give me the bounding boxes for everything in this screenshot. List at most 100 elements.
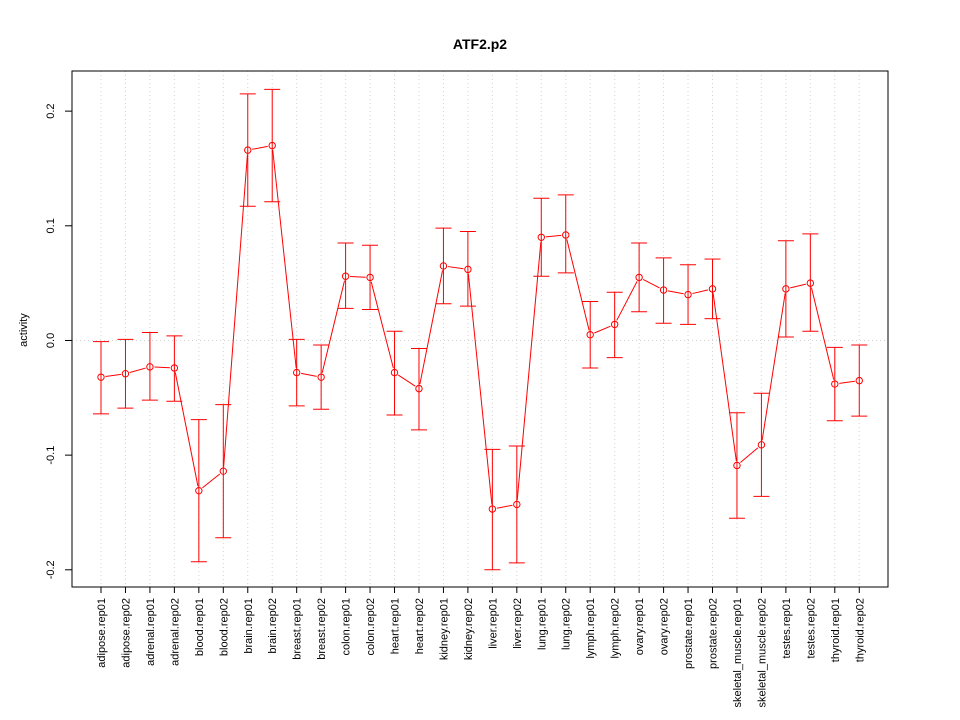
data-point xyxy=(708,285,717,293)
x-tick-label: brain.rep02 xyxy=(267,598,279,654)
data-point xyxy=(146,363,154,371)
series-segment xyxy=(202,473,221,489)
series-layer xyxy=(93,88,868,571)
x-tick-label: ovary.rep02 xyxy=(659,598,671,655)
x-tick-label: brain.rep01 xyxy=(243,598,255,654)
y-tick-label: 0.2 xyxy=(45,103,57,118)
x-tick-label: lung.rep01 xyxy=(536,598,548,650)
data-point xyxy=(268,141,276,150)
series-segment xyxy=(174,372,199,487)
series-segment xyxy=(467,273,493,505)
series-segment xyxy=(154,366,170,369)
x-tick-label: liver.rep01 xyxy=(487,598,499,649)
x-tick-label: lung.rep02 xyxy=(561,598,573,650)
data-point xyxy=(586,331,594,339)
x-tick-label: skeletal_muscle.rep01 xyxy=(732,598,744,707)
series-segment xyxy=(496,504,513,509)
series-segment xyxy=(810,287,835,380)
series-segment xyxy=(370,281,394,369)
data-point xyxy=(464,265,472,274)
x-tick-label: breast.rep01 xyxy=(292,598,304,660)
x-tick-label: colon.rep01 xyxy=(341,598,353,656)
series-segment xyxy=(566,239,590,331)
data-point xyxy=(390,368,399,377)
series-segment xyxy=(321,280,346,373)
data-point xyxy=(782,285,790,293)
series-segment xyxy=(419,270,444,385)
series-segment xyxy=(667,290,684,295)
x-tick-label: prostate.rep01 xyxy=(683,598,695,669)
x-tick-label: skeletal_muscle.rep02 xyxy=(756,598,768,707)
series-segment xyxy=(642,279,660,289)
x-tick-label: testes.rep01 xyxy=(781,598,793,659)
series-segment xyxy=(272,149,297,369)
data-point xyxy=(121,370,130,378)
x-tick-label: adrenal.rep01 xyxy=(145,598,157,666)
x-tick-label: adipose.rep02 xyxy=(120,598,132,668)
data-point xyxy=(488,505,497,513)
data-point xyxy=(97,373,105,381)
x-tick-label: lymph.rep02 xyxy=(610,598,622,659)
x-tick-label: heart.rep01 xyxy=(390,598,402,654)
data-point xyxy=(610,320,619,329)
series-segment xyxy=(692,289,709,295)
x-tick-label: adrenal.rep02 xyxy=(169,598,181,666)
series-segment xyxy=(790,283,807,289)
x-tick-label: prostate.rep02 xyxy=(708,598,720,669)
data-point xyxy=(537,233,545,241)
y-axis-label: activity xyxy=(18,313,30,347)
series-segment xyxy=(350,275,366,278)
data-point xyxy=(292,368,301,377)
series-segment xyxy=(447,266,464,270)
x-tick-label: heart.rep02 xyxy=(414,598,426,654)
x-tick-label: adipose.rep01 xyxy=(96,598,108,668)
data-point xyxy=(170,364,179,372)
data-point xyxy=(415,384,423,393)
data-point xyxy=(513,500,521,509)
data-point xyxy=(831,380,839,388)
data-point xyxy=(195,486,203,495)
axis-layer: -0.2 -0.1 0.0 0.1 0.2 adipose.rep01 adipose.re… xyxy=(45,103,866,707)
x-tick-label: thyroid.rep02 xyxy=(854,598,866,662)
x-tick-label: blood.rep02 xyxy=(218,598,230,656)
data-point xyxy=(439,262,448,270)
x-tick-label: lymph.rep01 xyxy=(585,598,597,659)
data-point xyxy=(733,461,741,470)
data-point xyxy=(659,286,668,294)
data-point xyxy=(366,273,374,282)
series-segment xyxy=(105,373,122,378)
plot-frame xyxy=(71,70,889,588)
data-point xyxy=(562,231,570,239)
data-point xyxy=(635,273,643,282)
chart-title: ATF2.p2 xyxy=(453,36,507,52)
series-segment xyxy=(616,281,638,321)
y-tick-label: -0.1 xyxy=(45,446,57,465)
series-segment xyxy=(252,145,268,150)
x-tick-label: blood.rep01 xyxy=(194,598,206,656)
series-segment xyxy=(398,374,416,387)
x-tick-label: thyroid.rep01 xyxy=(830,598,842,662)
x-tick-label: kidney.rep01 xyxy=(438,598,450,660)
series-segment xyxy=(301,372,317,377)
data-point xyxy=(855,376,863,385)
y-tick-label: 0.1 xyxy=(45,218,57,233)
series-segment xyxy=(545,234,562,238)
series-segment xyxy=(761,293,786,441)
x-tick-label: testes.rep02 xyxy=(805,598,817,659)
series-segment xyxy=(839,380,855,384)
x-tick-label: breast.rep02 xyxy=(316,598,328,660)
data-point xyxy=(341,272,350,280)
x-tick-label: liver.rep02 xyxy=(512,598,524,649)
series-segment xyxy=(740,447,759,463)
y-tick-label: -0.2 xyxy=(45,560,57,579)
series-segment xyxy=(223,154,248,467)
data-point xyxy=(244,146,252,154)
data-point xyxy=(757,441,766,449)
data-point xyxy=(317,373,325,381)
data-point xyxy=(219,467,228,475)
data-point xyxy=(684,290,692,299)
x-tick-label: kidney.rep02 xyxy=(463,598,475,660)
x-tick-label: colon.rep02 xyxy=(365,598,377,656)
data-point xyxy=(806,279,815,287)
